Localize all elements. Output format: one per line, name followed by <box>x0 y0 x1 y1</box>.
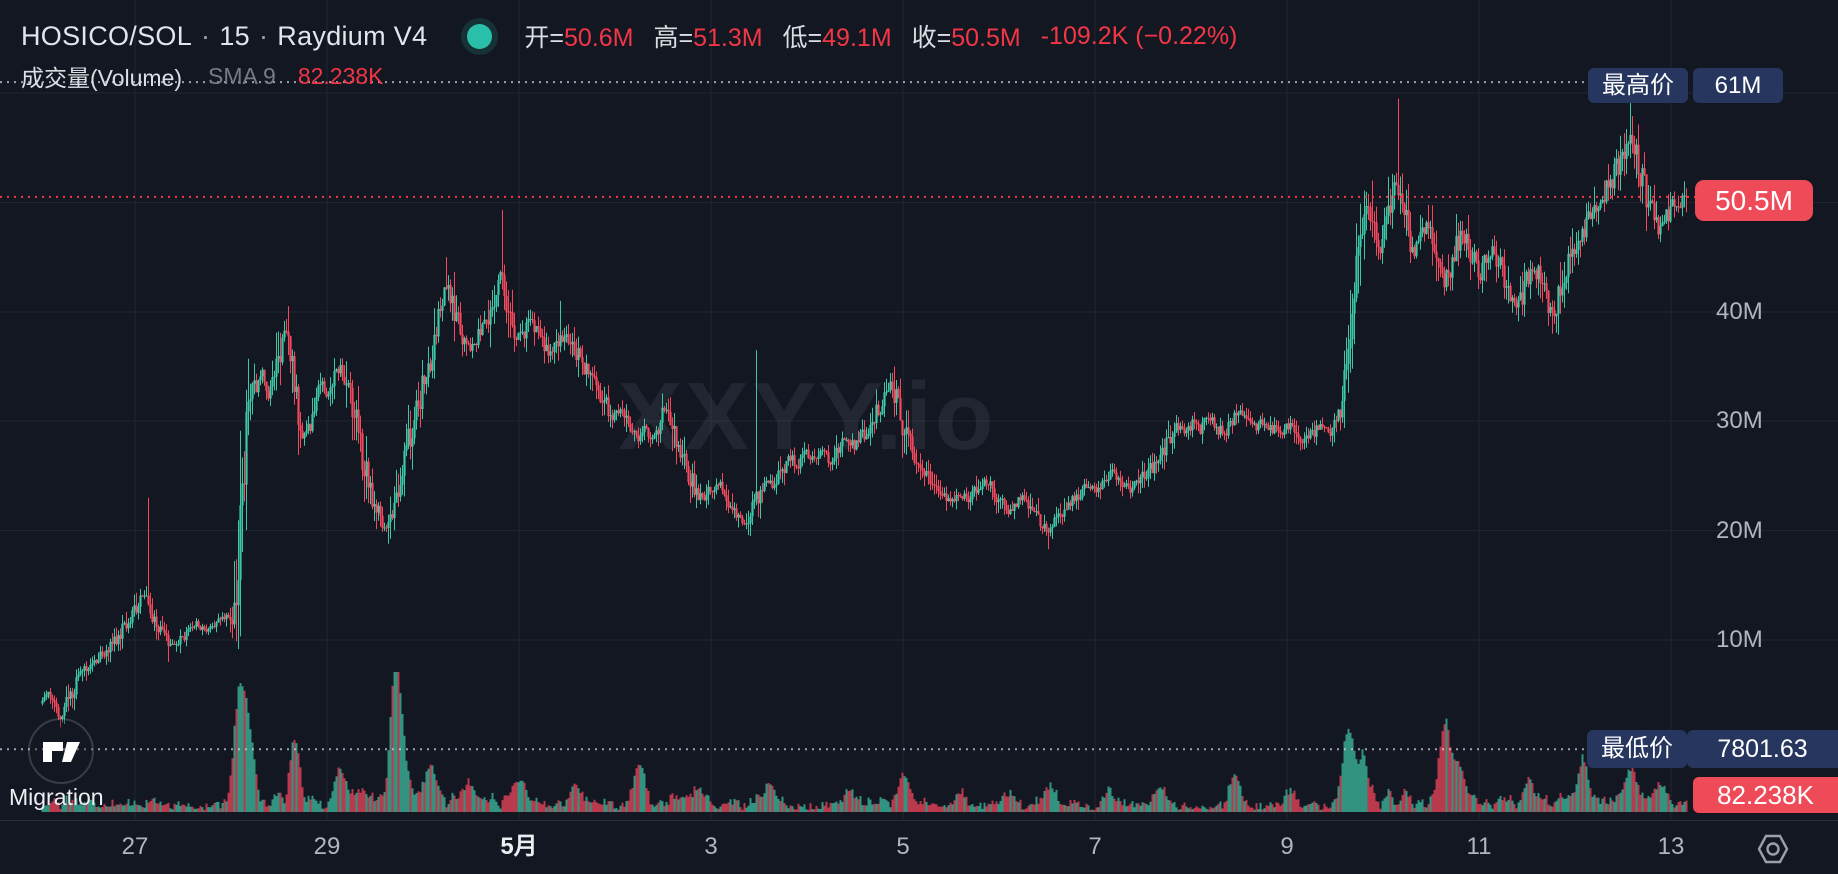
ohlc-label: 高= <box>653 24 694 52</box>
tradingview-logo[interactable] <box>26 716 96 786</box>
chart-legend-row2: 成交量(Volume) SMA 9 82.238K <box>21 61 384 92</box>
volume-indicator-label: 成交量(Volume) <box>21 65 183 91</box>
current-volume-badge: 82.238K <box>1693 777 1838 813</box>
chart-legend-row1: HOSICO/SOL · 15 · Raydium V4 开=50.6M 高=51.3M 低… <box>21 16 1237 56</box>
price-axis[interactable]: 60M50M40M30M20M10M <box>1690 0 1838 820</box>
time-tick-13: 13 <box>1657 833 1685 860</box>
ohlc-value: 49.1M <box>822 24 892 52</box>
tv-glyph-triangle <box>62 742 80 762</box>
time-tick-3: 3 <box>704 833 718 860</box>
migration-label: Migration <box>9 784 104 810</box>
price-tick-10M: 10M <box>1716 626 1763 653</box>
lowest-price-badge-label: 最低价 <box>1587 730 1687 768</box>
ohlc-label: 开= <box>524 24 564 52</box>
price-tick-30M: 30M <box>1716 407 1763 435</box>
ohlc-label: 收= <box>911 24 952 52</box>
ohlc-value: 50.6M <box>563 24 634 52</box>
ohlc-group-1: 高=51.3M <box>653 18 762 54</box>
separator-dot: · <box>201 20 211 51</box>
time-tick-7: 7 <box>1088 833 1102 860</box>
time-tick-5月: 5月 <box>500 833 538 860</box>
ohlc-value: 50.5M <box>951 24 1021 52</box>
sma-indicator-label: SMA 9 <box>208 62 276 89</box>
market-status-dot <box>467 23 493 49</box>
time-tick-27: 27 <box>121 833 149 860</box>
time-tick-11: 11 <box>1466 833 1492 860</box>
last-price-badge: 50.5M <box>1695 180 1813 221</box>
ohlc-group-3: 收=50.5M <box>912 18 1021 54</box>
ohlc-readout: 开=50.6M 高=51.3M 低=49.1M 收=50.5M -109.2K (−0.… <box>524 18 1237 54</box>
sma-indicator-value: 82.238K <box>297 62 384 89</box>
venue-label: Raydium V4 <box>277 20 428 51</box>
time-tick-9: 9 <box>1280 833 1294 860</box>
symbol-name: HOSICO/SOL <box>21 20 193 51</box>
price-change: -109.2K (−0.22%) <box>1040 21 1238 50</box>
lowest-price-badge-value: 7801.63 <box>1687 730 1838 768</box>
hexagon-shape <box>1757 834 1789 864</box>
ohlc-value: 51.3M <box>693 24 763 52</box>
price-tick-20M: 20M <box>1716 516 1763 544</box>
tv-glyph-bar <box>43 742 63 762</box>
interval-label: 15 <box>219 20 250 51</box>
ohlc-group-2: 低=49.1M <box>783 18 892 54</box>
settings-hexagon-icon[interactable] <box>1753 830 1793 868</box>
ohlc-label: 低= <box>782 24 823 52</box>
time-tick-5: 5 <box>896 833 910 860</box>
hexagon-inner-circle <box>1766 842 1780 856</box>
highest-price-badge-value: 61M <box>1693 68 1783 103</box>
time-tick-29: 29 <box>313 833 341 860</box>
ohlc-group-0: 开=50.6M <box>524 18 633 54</box>
highest-price-badge-label: 最高价 <box>1588 68 1688 103</box>
time-axis[interactable]: 27 29 5月 3 5 7 9 11 13 <box>0 820 1838 874</box>
price-tick-40M: 40M <box>1716 297 1763 325</box>
separator-dot: · <box>258 20 269 51</box>
symbol-title[interactable]: HOSICO/SOL · 15 · Raydium V4 <box>21 21 427 52</box>
